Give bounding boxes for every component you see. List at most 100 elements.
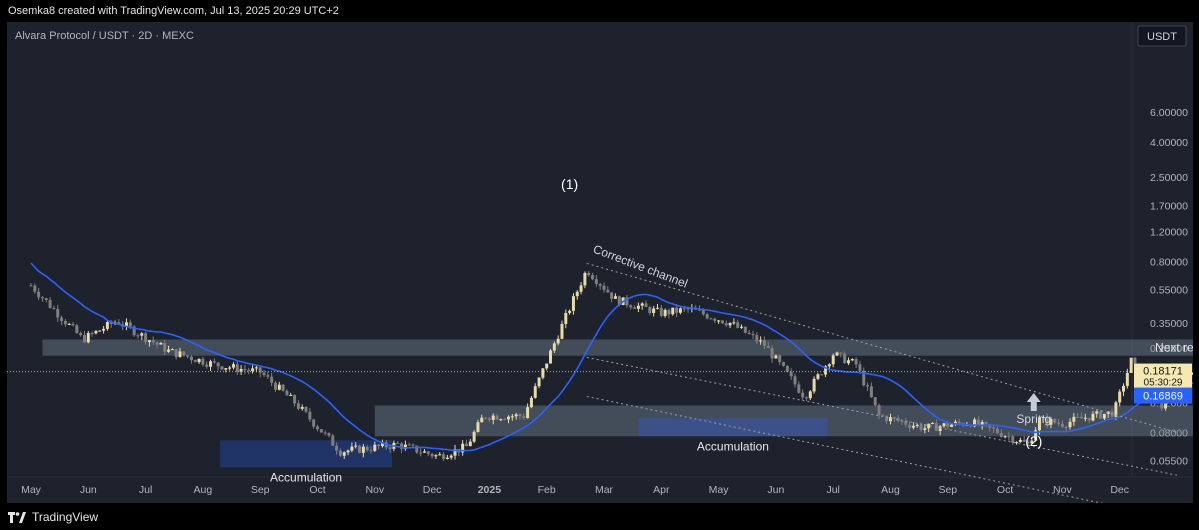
candle-body [94, 330, 98, 334]
candle-body [170, 349, 174, 351]
candle-body [273, 382, 277, 390]
candle-body [373, 444, 377, 451]
candle-body [835, 352, 839, 356]
tradingview-logo[interactable]: TradingView [8, 510, 98, 524]
candle-body [231, 364, 235, 368]
candle-body [464, 443, 468, 447]
header-credit: Osemka8 created with TradingView.com, Ju… [8, 5, 339, 17]
price-tick-label: 4.00000 [1150, 137, 1188, 149]
candle-body [816, 374, 820, 379]
price-tick-label: 0.55000 [1150, 284, 1188, 296]
candle-body [1122, 385, 1126, 392]
candle-body [144, 333, 148, 343]
corrective-channel-label[interactable]: Corrective channel [591, 242, 689, 291]
candle-body [529, 397, 533, 408]
accumulation-label-1[interactable]: Accumulation [270, 470, 342, 484]
candle-body [415, 445, 419, 453]
candle-body [1060, 423, 1064, 428]
candle-body [365, 446, 369, 451]
symbol-title[interactable]: Alvara Protocol / USDT · 2D · MEXC [15, 30, 194, 42]
price-tick-label: 0.80000 [1150, 257, 1188, 269]
candle-body [1064, 427, 1068, 429]
next-resistance-label[interactable]: Next resistance [1155, 341, 1199, 355]
candle-body [629, 305, 633, 308]
moving-average-line[interactable] [30, 262, 1199, 452]
candle-body [304, 406, 308, 412]
candle-body [701, 310, 705, 315]
candle-body [1049, 418, 1053, 425]
candle-body [1022, 439, 1026, 442]
candle-body [342, 452, 346, 456]
candle-body [782, 362, 786, 366]
candle-body [755, 335, 759, 342]
last-price-badge[interactable] [1134, 363, 1192, 390]
candle-body [98, 330, 102, 332]
price-chart[interactable]: 6.00000 4.00000 2.50000 1.70000 1.20000 0.800… [7, 22, 1199, 520]
candle-body [163, 343, 167, 352]
candle-body [109, 322, 113, 324]
candle-body [575, 291, 579, 297]
currency-button[interactable]: USDT [1137, 25, 1187, 47]
candle-body [212, 361, 216, 363]
price-tick-label: 1.20000 [1150, 226, 1188, 238]
candle-body [411, 444, 415, 446]
candle-body [1095, 411, 1099, 414]
candle-body [86, 333, 90, 343]
accumulation-label-2[interactable]: Accumulation [697, 439, 769, 453]
candle-body [193, 360, 197, 363]
candle-body [518, 414, 522, 417]
candle-body [625, 297, 629, 306]
candle-body [327, 432, 331, 436]
candle-body [1045, 417, 1049, 425]
currency-button-frame[interactable] [1137, 25, 1187, 47]
candle-body [1041, 417, 1045, 419]
time-tick-label: Dec [1110, 484, 1129, 496]
spring-label[interactable]: Spring [1016, 412, 1051, 426]
candle-body [201, 358, 205, 365]
currency-button-label[interactable]: USDT [1147, 31, 1177, 43]
candle-body [480, 417, 484, 423]
candle-body [537, 377, 541, 387]
candle-body [75, 325, 79, 334]
candle-body [1129, 357, 1133, 373]
header-bar: Osemka8 created with TradingView.com, Ju… [0, 0, 1199, 22]
zone-3[interactable] [220, 440, 392, 468]
candle-body [1114, 402, 1118, 417]
candle-body [361, 446, 365, 453]
candle-countdown: 05:30:29 [1144, 378, 1183, 389]
wave-2-label[interactable]: (2) [1025, 433, 1042, 449]
time-tick-label: Jul [139, 484, 152, 496]
candle-body [487, 418, 491, 420]
zone-1[interactable] [42, 339, 1199, 356]
chart-area[interactable]: 6.00000 4.00000 2.50000 1.70000 1.20000 0.800… [7, 22, 1199, 520]
candle-body [472, 431, 476, 442]
candle-body [831, 355, 835, 365]
candle-body [224, 368, 228, 370]
zone-4[interactable] [638, 418, 828, 437]
candle-body [449, 455, 453, 458]
candle-body [377, 444, 381, 447]
candle-body [79, 333, 83, 336]
candle-body [892, 417, 896, 419]
candle-body [281, 384, 285, 391]
candle-body [923, 428, 927, 430]
candle-body [453, 449, 457, 456]
candle-body [846, 360, 850, 364]
candle-body [911, 425, 915, 428]
time-tick-label: Aug [881, 484, 900, 496]
price-tick-label: 0.08000 [1150, 427, 1188, 439]
ma-value-badge[interactable] [1134, 387, 1192, 404]
candle-body [533, 386, 537, 398]
candle-body [209, 361, 213, 367]
candle-body [644, 303, 648, 308]
candle-body [785, 365, 789, 372]
wave-1-label[interactable]: (1) [561, 176, 578, 192]
candle-body [430, 453, 434, 457]
time-tick-label: Jul [826, 484, 839, 496]
candle-body [526, 407, 530, 419]
candle-body [151, 340, 155, 343]
candle-body [659, 307, 663, 316]
candle-body [999, 433, 1003, 437]
candle-body [147, 340, 151, 343]
candle-body [60, 317, 64, 321]
